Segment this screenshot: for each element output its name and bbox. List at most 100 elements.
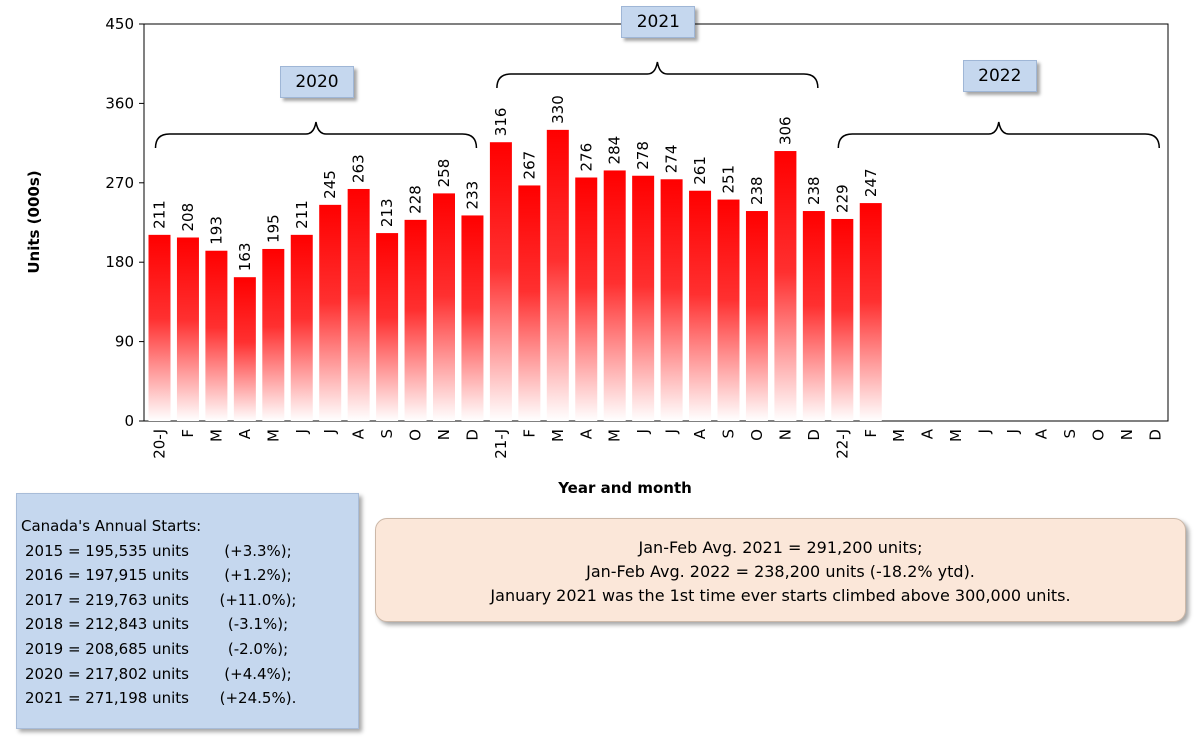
bar-value-label: 233 [463, 181, 481, 210]
bar-value-label: 228 [407, 185, 425, 214]
bar-value-label: 211 [293, 200, 311, 229]
bar [376, 233, 399, 421]
x-tick-label: J [1004, 429, 1022, 434]
annual-starts-change: (-3.1%); [227, 615, 289, 634]
bar [347, 188, 370, 421]
bar [461, 215, 484, 421]
x-axis-title: Year and month [557, 479, 692, 497]
annual-starts-change: (+1.2%); [224, 566, 292, 585]
bar [603, 170, 626, 421]
x-tick-label: A [691, 428, 709, 439]
x-tick-label: O [748, 429, 766, 441]
x-tick-label: J [976, 429, 994, 434]
bar-value-label: 238 [748, 176, 766, 205]
bar [290, 234, 313, 421]
x-tick-label: A [350, 428, 368, 439]
bar-value-label: 261 [691, 156, 709, 185]
bar [802, 211, 825, 421]
x-tick-label: D [1146, 429, 1164, 441]
annual-starts-value: 2016 = 197,915 units [25, 566, 189, 585]
bar [859, 203, 882, 421]
x-tick-label: 22-J [833, 429, 851, 459]
bar-value-label: 195 [264, 214, 282, 243]
bar-value-label: 238 [805, 176, 823, 205]
bar-value-label: 284 [606, 136, 624, 165]
annual-starts-row: 2020 = 217,802 units (+4.4%); [21, 662, 358, 687]
x-tick-label: M [947, 429, 965, 442]
x-tick-label: N [1118, 429, 1136, 440]
x-tick-label: J [321, 429, 339, 434]
x-tick-label: O [1089, 429, 1107, 441]
x-tick-label: F [862, 429, 880, 438]
y-tick-label: 360 [105, 94, 134, 112]
bar [660, 179, 683, 421]
bar-value-label: 229 [833, 184, 851, 213]
bar [433, 193, 455, 421]
bar-value-label: 245 [321, 170, 339, 199]
annual-starts-value: 2021 = 271,198 units [25, 689, 189, 708]
annual-starts-change: (+3.3%); [224, 541, 292, 560]
annual-starts-change: (-2.0%); [227, 639, 289, 658]
bar-value-label: 306 [776, 116, 794, 145]
bar [518, 185, 541, 421]
y-tick-label: 180 [105, 253, 134, 271]
bar [176, 237, 199, 421]
bar-value-label: 208 [179, 203, 197, 232]
x-tick-label: N [435, 429, 453, 440]
avg-2021-line: Jan-Feb Avg. 2021 = 291,200 units; [638, 538, 923, 557]
bar [774, 151, 797, 422]
y-axis-title: Units (000s) [25, 170, 43, 273]
y-tick-label: 450 [105, 15, 134, 33]
x-tick-label: M [264, 429, 282, 442]
bar-value-label: 163 [236, 243, 254, 272]
bar [148, 234, 171, 421]
x-tick-label: J [293, 429, 311, 434]
bar [575, 177, 598, 421]
x-tick-label: J [634, 429, 652, 434]
x-tick-label: 21-J [492, 429, 510, 459]
bar-value-label: 274 [663, 145, 681, 174]
year-brace [496, 61, 819, 89]
annual-starts-value: 2020 = 217,802 units [25, 664, 189, 683]
annual-starts-change: (+4.4%); [224, 664, 292, 683]
x-tick-label: F [520, 429, 538, 438]
bar-value-label: 263 [350, 154, 368, 183]
x-tick-label: S [720, 429, 738, 439]
x-tick-label: A [236, 428, 254, 439]
annual-starts-box: Canada's Annual Starts: 2015 = 195,535 u… [16, 493, 359, 729]
x-tick-label: D [463, 429, 481, 441]
bar-value-label: 258 [435, 159, 453, 188]
bar [689, 190, 712, 421]
bar [546, 129, 569, 421]
x-tick-label: O [407, 429, 425, 441]
year-brace [837, 121, 1160, 149]
annual-starts-row: 2016 = 197,915 units (+1.2%); [21, 563, 358, 588]
annual-starts-row: 2018 = 212,843 units (-3.1%); [21, 612, 358, 637]
bar-value-label: 251 [720, 165, 738, 194]
bar-value-label: 247 [862, 168, 880, 197]
jan-feb-average-box: Jan-Feb Avg. 2021 = 291,200 units; Jan-F… [375, 518, 1186, 622]
annual-starts-row: 2019 = 208,685 units (-2.0%); [21, 637, 358, 662]
avg-2022-line: Jan-Feb Avg. 2022 = 238,200 units (-18.2… [586, 562, 975, 581]
bar-value-label: 193 [207, 216, 225, 245]
x-tick-label: F [179, 429, 197, 438]
x-tick-label: M [207, 429, 225, 442]
bar [404, 219, 427, 421]
bar [745, 211, 768, 421]
annual-starts-row: 2015 = 195,535 units (+3.3%); [21, 539, 358, 564]
bar-value-label: 278 [634, 141, 652, 170]
x-tick-label: N [776, 429, 794, 440]
bar-value-label: 316 [492, 108, 510, 137]
annual-starts-value: 2018 = 212,843 units [25, 615, 189, 634]
x-tick-label: A [577, 428, 595, 439]
bar-value-label: 213 [378, 198, 396, 227]
year-label-2022: 2022 [962, 60, 1037, 92]
y-tick-label: 0 [124, 412, 134, 430]
x-tick-label: M [606, 429, 624, 442]
annual-starts-value: 2019 = 208,685 units [25, 639, 189, 658]
x-tick-label: M [890, 429, 908, 442]
bar [489, 142, 512, 421]
bar [319, 204, 342, 421]
annual-starts-value: 2017 = 219,763 units [25, 590, 189, 609]
record-note-line: January 2021 was the 1st time ever start… [490, 586, 1071, 605]
